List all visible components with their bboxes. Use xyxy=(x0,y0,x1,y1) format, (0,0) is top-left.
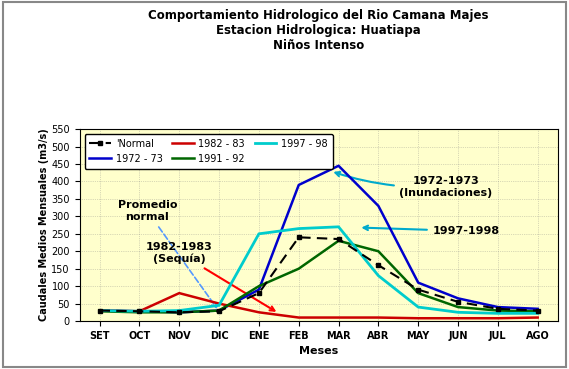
X-axis label: Meses: Meses xyxy=(299,346,338,356)
Text: Comportamiento Hidrologico del Rio Camana Majes: Comportamiento Hidrologico del Rio Caman… xyxy=(149,9,489,22)
Text: Promedio
normal: Promedio normal xyxy=(118,200,216,307)
Text: 1997-1998: 1997-1998 xyxy=(364,225,500,236)
Text: 1972-1973
(Inundaciones): 1972-1973 (Inundaciones) xyxy=(336,172,493,197)
Y-axis label: Caudales Medios Mensuales (m3/s): Caudales Medios Mensuales (m3/s) xyxy=(39,129,48,321)
Text: Estacion Hidrologica: Huatiapa: Estacion Hidrologica: Huatiapa xyxy=(216,24,421,37)
Legend: 'Normal, 1972 - 73, 1982 - 83, 1991 - 92, 1997 - 98: 'Normal, 1972 - 73, 1982 - 83, 1991 - 92… xyxy=(85,134,332,169)
Text: Niños Intenso: Niños Intenso xyxy=(273,39,364,52)
Text: 1982-1983
(Sequía): 1982-1983 (Sequía) xyxy=(146,242,274,311)
